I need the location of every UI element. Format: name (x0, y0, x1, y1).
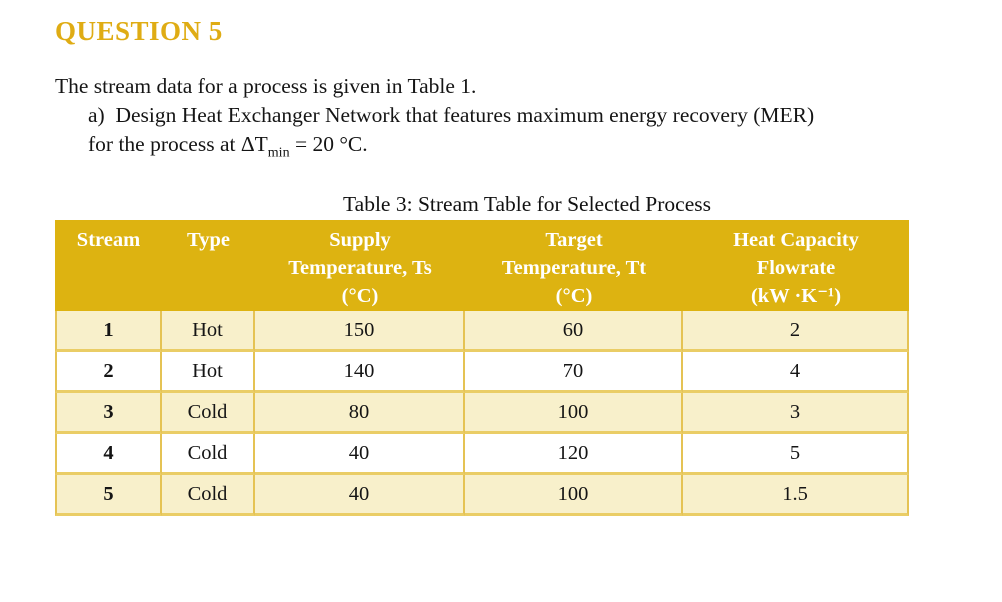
header-label-supply-3: (°C) (341, 285, 379, 307)
header-label-target-3: (°C) (555, 285, 593, 307)
table-row: 4 Cold 40 120 5 (55, 434, 909, 475)
table-row: 3 Cold 80 100 3 (55, 393, 909, 434)
delta-t-min-subscript: min (267, 145, 290, 161)
header-label-heat-3: (kW ·K⁻¹) (750, 285, 842, 307)
table-caption: Table 3: Stream Table for Selected Proce… (343, 192, 711, 216)
table-row: 5 Cold 40 100 1.5 (55, 475, 909, 516)
header-label-target-2: Temperature, Tt (501, 257, 647, 279)
cell-supply-temp: 140 (255, 352, 465, 393)
table-row: 1 Hot 150 60 2 (55, 311, 909, 352)
cell-target-temp: 60 (465, 311, 683, 352)
cell-heat-capacity: 3 (683, 393, 909, 434)
cell-heat-capacity: 1.5 (683, 475, 909, 516)
cell-stream: 5 (55, 475, 162, 516)
cell-supply-temp: 40 (255, 475, 465, 516)
cell-stream: 2 (55, 352, 162, 393)
header-label-target-1: Target (545, 229, 603, 251)
item-a-line2: for the process at ΔTmin = 20 °C. (88, 130, 965, 161)
cell-target-temp: 100 (465, 393, 683, 434)
cell-heat-capacity: 2 (683, 311, 909, 352)
cell-type: Hot (162, 352, 255, 393)
header-label-type: Type (187, 229, 230, 251)
header-cell-type: Type (162, 220, 255, 311)
item-a: a) Design Heat Exchanger Network that fe… (88, 101, 965, 161)
cell-target-temp: 100 (465, 475, 683, 516)
header-cell-heat-capacity: Heat Capacity Flowrate (kW ·K⁻¹) (683, 220, 909, 311)
header-label-supply-2: Temperature, Ts (288, 257, 432, 279)
cell-type: Cold (162, 475, 255, 516)
cell-type: Hot (162, 311, 255, 352)
item-a-line1: a) Design Heat Exchanger Network that fe… (88, 103, 815, 127)
cell-supply-temp: 80 (255, 393, 465, 434)
header-cell-stream: Stream (55, 220, 162, 311)
stream-table: Stream Type Supply Temperature, Ts (°C) … (55, 220, 909, 516)
cell-stream: 4 (55, 434, 162, 475)
cell-stream: 1 (55, 311, 162, 352)
item-a-line2-post: = 20 °C. (289, 132, 368, 156)
question-title: QUESTION 5 (55, 16, 223, 46)
question-body: The stream data for a process is given i… (55, 72, 965, 161)
item-a-line2-pre: for the process at ΔT (88, 132, 268, 156)
cell-supply-temp: 150 (255, 311, 465, 352)
cell-stream: 3 (55, 393, 162, 434)
header-row: Stream Type Supply Temperature, Ts (°C) … (55, 220, 909, 311)
header-cell-supply: Supply Temperature, Ts (°C) (255, 220, 465, 311)
cell-heat-capacity: 4 (683, 352, 909, 393)
header-label-stream: Stream (76, 229, 141, 251)
table-row: 2 Hot 140 70 4 (55, 352, 909, 393)
header-cell-target: Target Temperature, Tt (°C) (465, 220, 683, 311)
header-label-supply-1: Supply (329, 229, 391, 251)
header-label-heat-1: Heat Capacity (733, 229, 859, 251)
cell-type: Cold (162, 434, 255, 475)
cell-heat-capacity: 5 (683, 434, 909, 475)
cell-supply-temp: 40 (255, 434, 465, 475)
intro-sentence: The stream data for a process is given i… (55, 74, 477, 98)
header-label-heat-2: Flowrate (756, 257, 836, 279)
cell-target-temp: 120 (465, 434, 683, 475)
cell-target-temp: 70 (465, 352, 683, 393)
cell-type: Cold (162, 393, 255, 434)
